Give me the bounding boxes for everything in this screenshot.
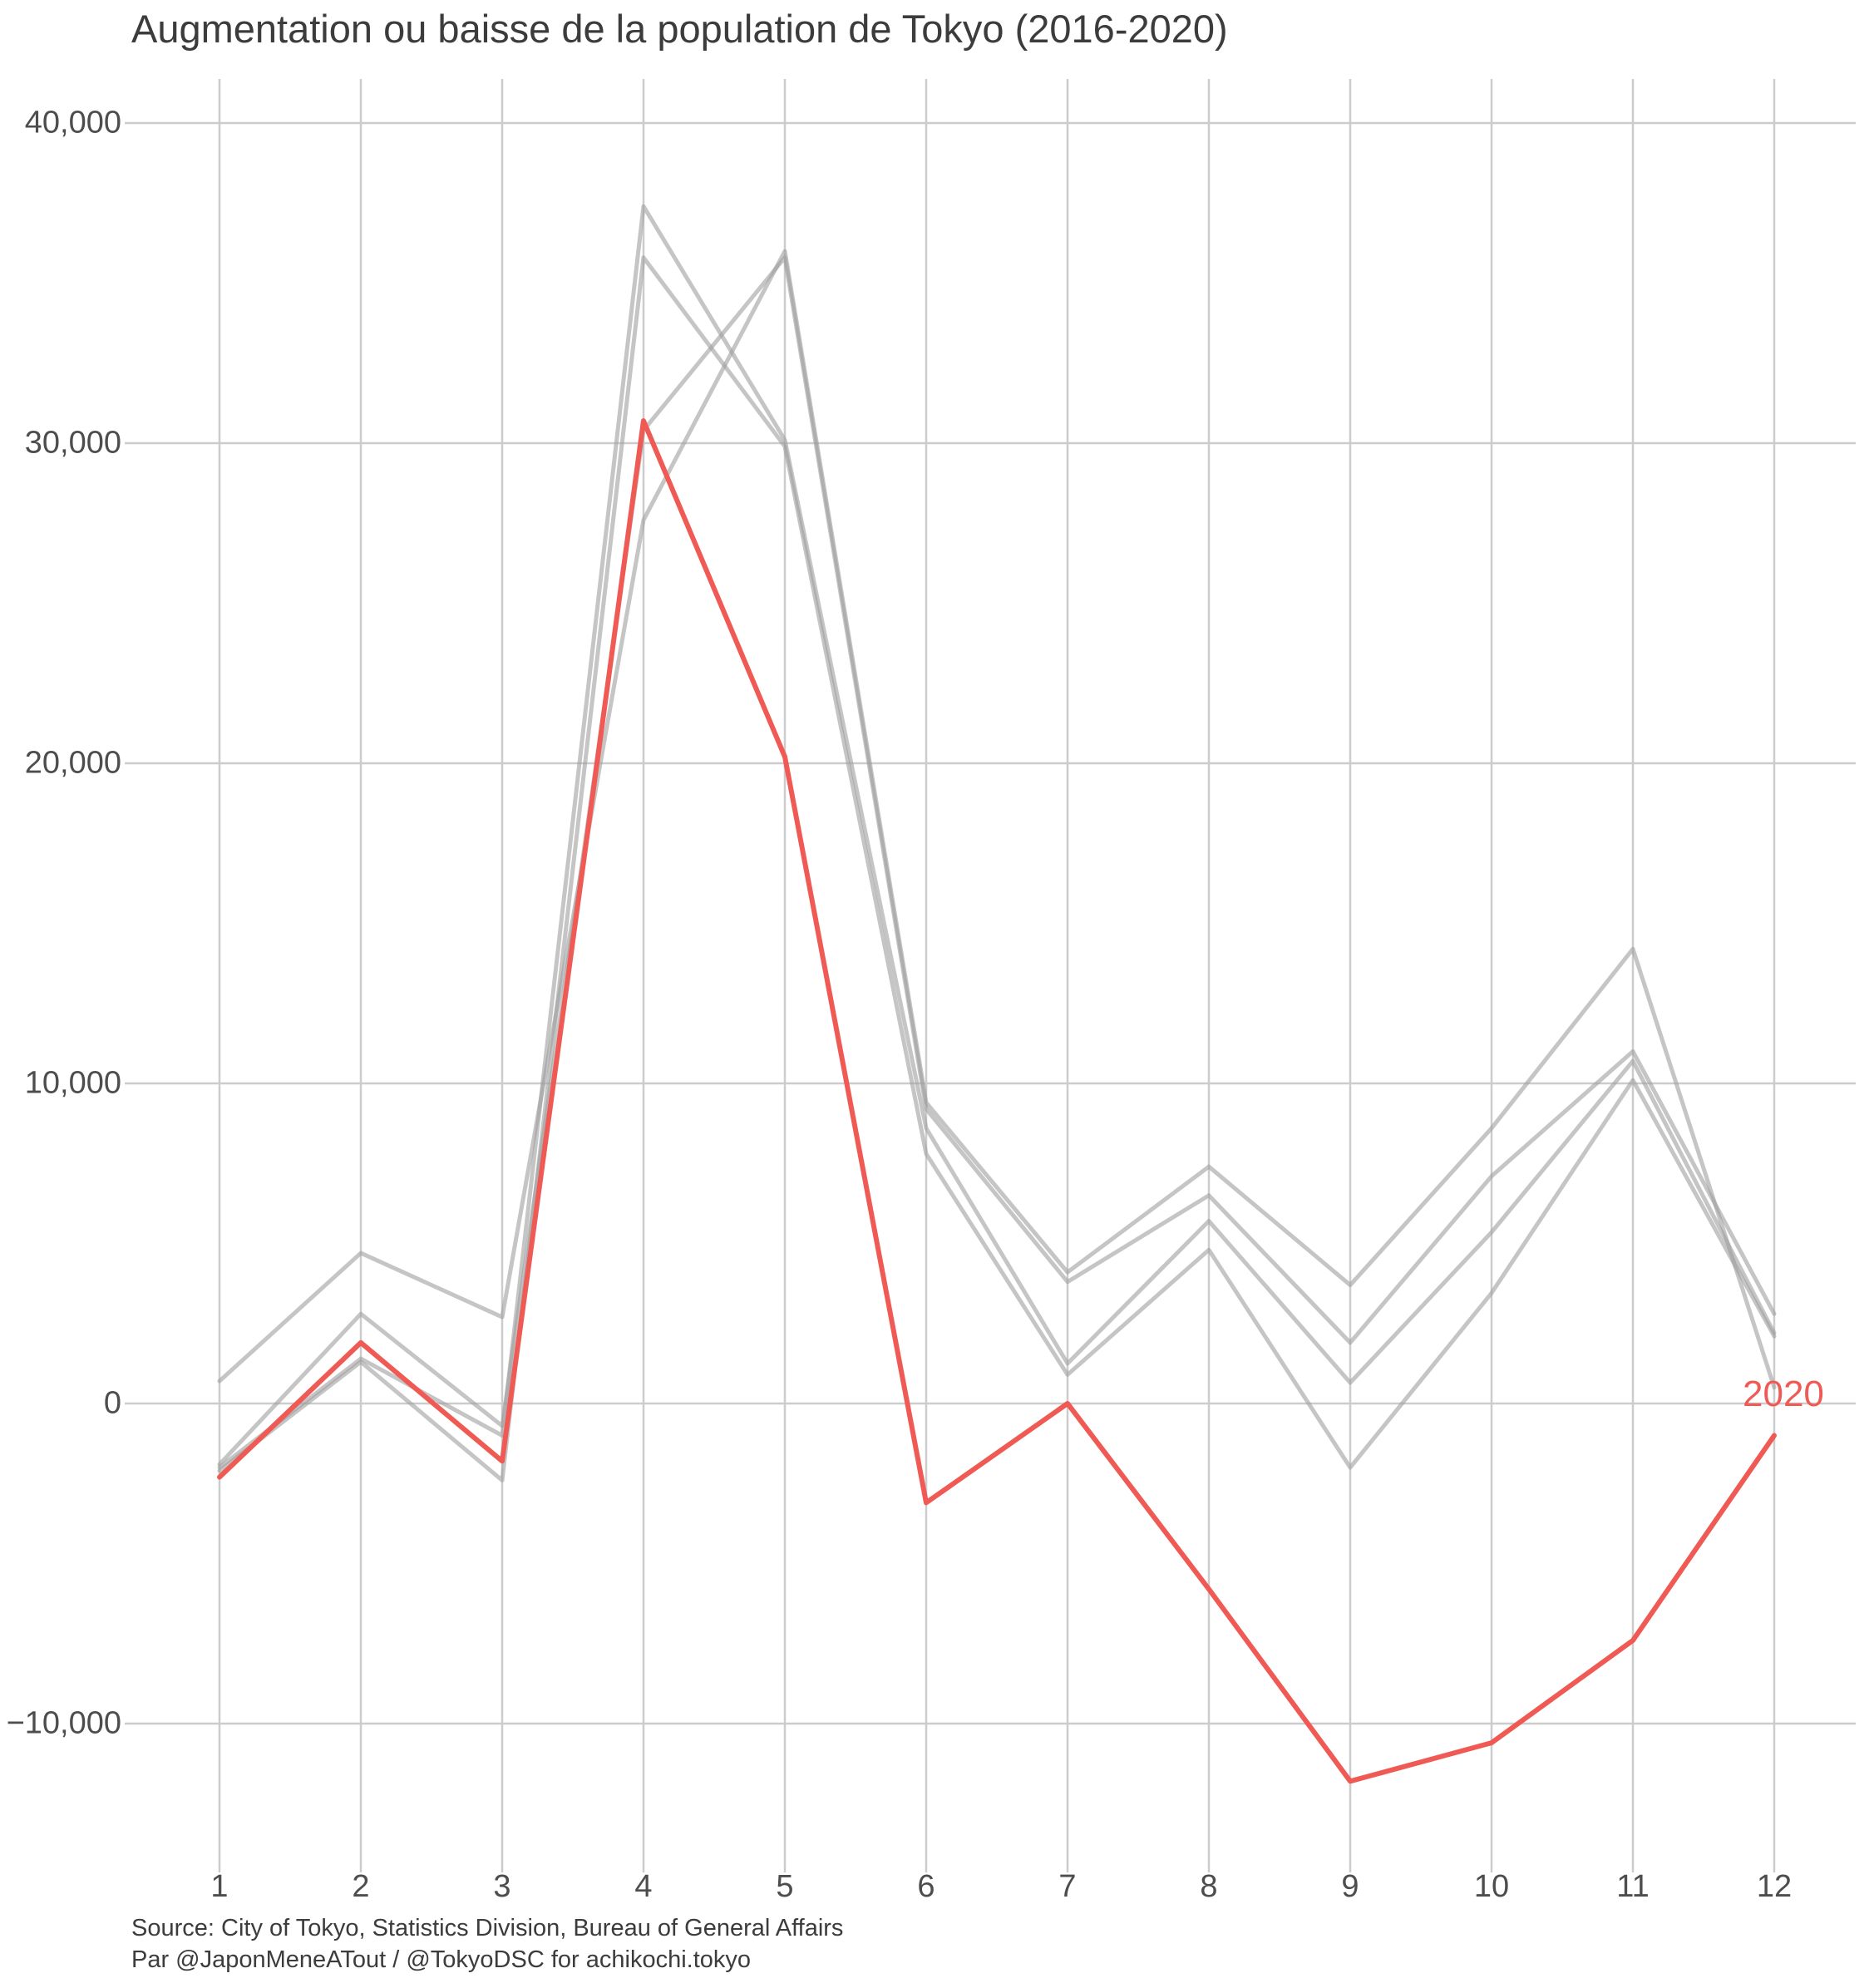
y-tick-label-0: 0 — [103, 1385, 121, 1421]
x-tick-label-6: 6 — [917, 1869, 935, 1904]
source-line: Source: City of Tokyo, Statistics Divisi… — [131, 1915, 844, 1941]
credit-line: Par @JaponMeneATout / @TokyoDSC for achi… — [131, 1946, 752, 1973]
series-line-2019 — [217, 255, 1777, 1482]
series-line-2020 — [217, 418, 1777, 1784]
x-tick-label-4: 4 — [634, 1869, 653, 1904]
series-line-2017 — [217, 255, 1777, 1467]
x-tick-label-3: 3 — [493, 1869, 511, 1904]
x-tick-label-10: 10 — [1473, 1869, 1510, 1904]
x-tick-label-1: 1 — [210, 1869, 229, 1904]
y-tick-label-40000: 40,000 — [24, 105, 121, 141]
x-tick-label-9: 9 — [1341, 1869, 1359, 1904]
series-line-2018 — [217, 204, 1777, 1470]
y-tick-label-10000: 10,000 — [24, 1065, 121, 1101]
y-tick-label-30000: 30,000 — [24, 425, 121, 461]
x-tick-label-2: 2 — [352, 1869, 370, 1904]
chart-title: Augmentation ou baisse de la population … — [131, 7, 1228, 51]
y-tick-label-20000: 20,000 — [24, 745, 121, 781]
x-tick-label-11: 11 — [1616, 1869, 1650, 1904]
series-annotation-2020: 2020 — [1743, 1374, 1824, 1414]
x-tick-label-5: 5 — [776, 1869, 794, 1904]
x-tick-label-12: 12 — [1756, 1869, 1793, 1904]
y-tick-label--10000: −10,000 — [6, 1705, 121, 1741]
source-footer: Source: City of Tokyo, Statistics Divisi… — [131, 1912, 843, 1976]
series-line-2016 — [217, 249, 1777, 1390]
x-tick-label-8: 8 — [1200, 1869, 1218, 1904]
x-tick-label-7: 7 — [1058, 1869, 1077, 1904]
